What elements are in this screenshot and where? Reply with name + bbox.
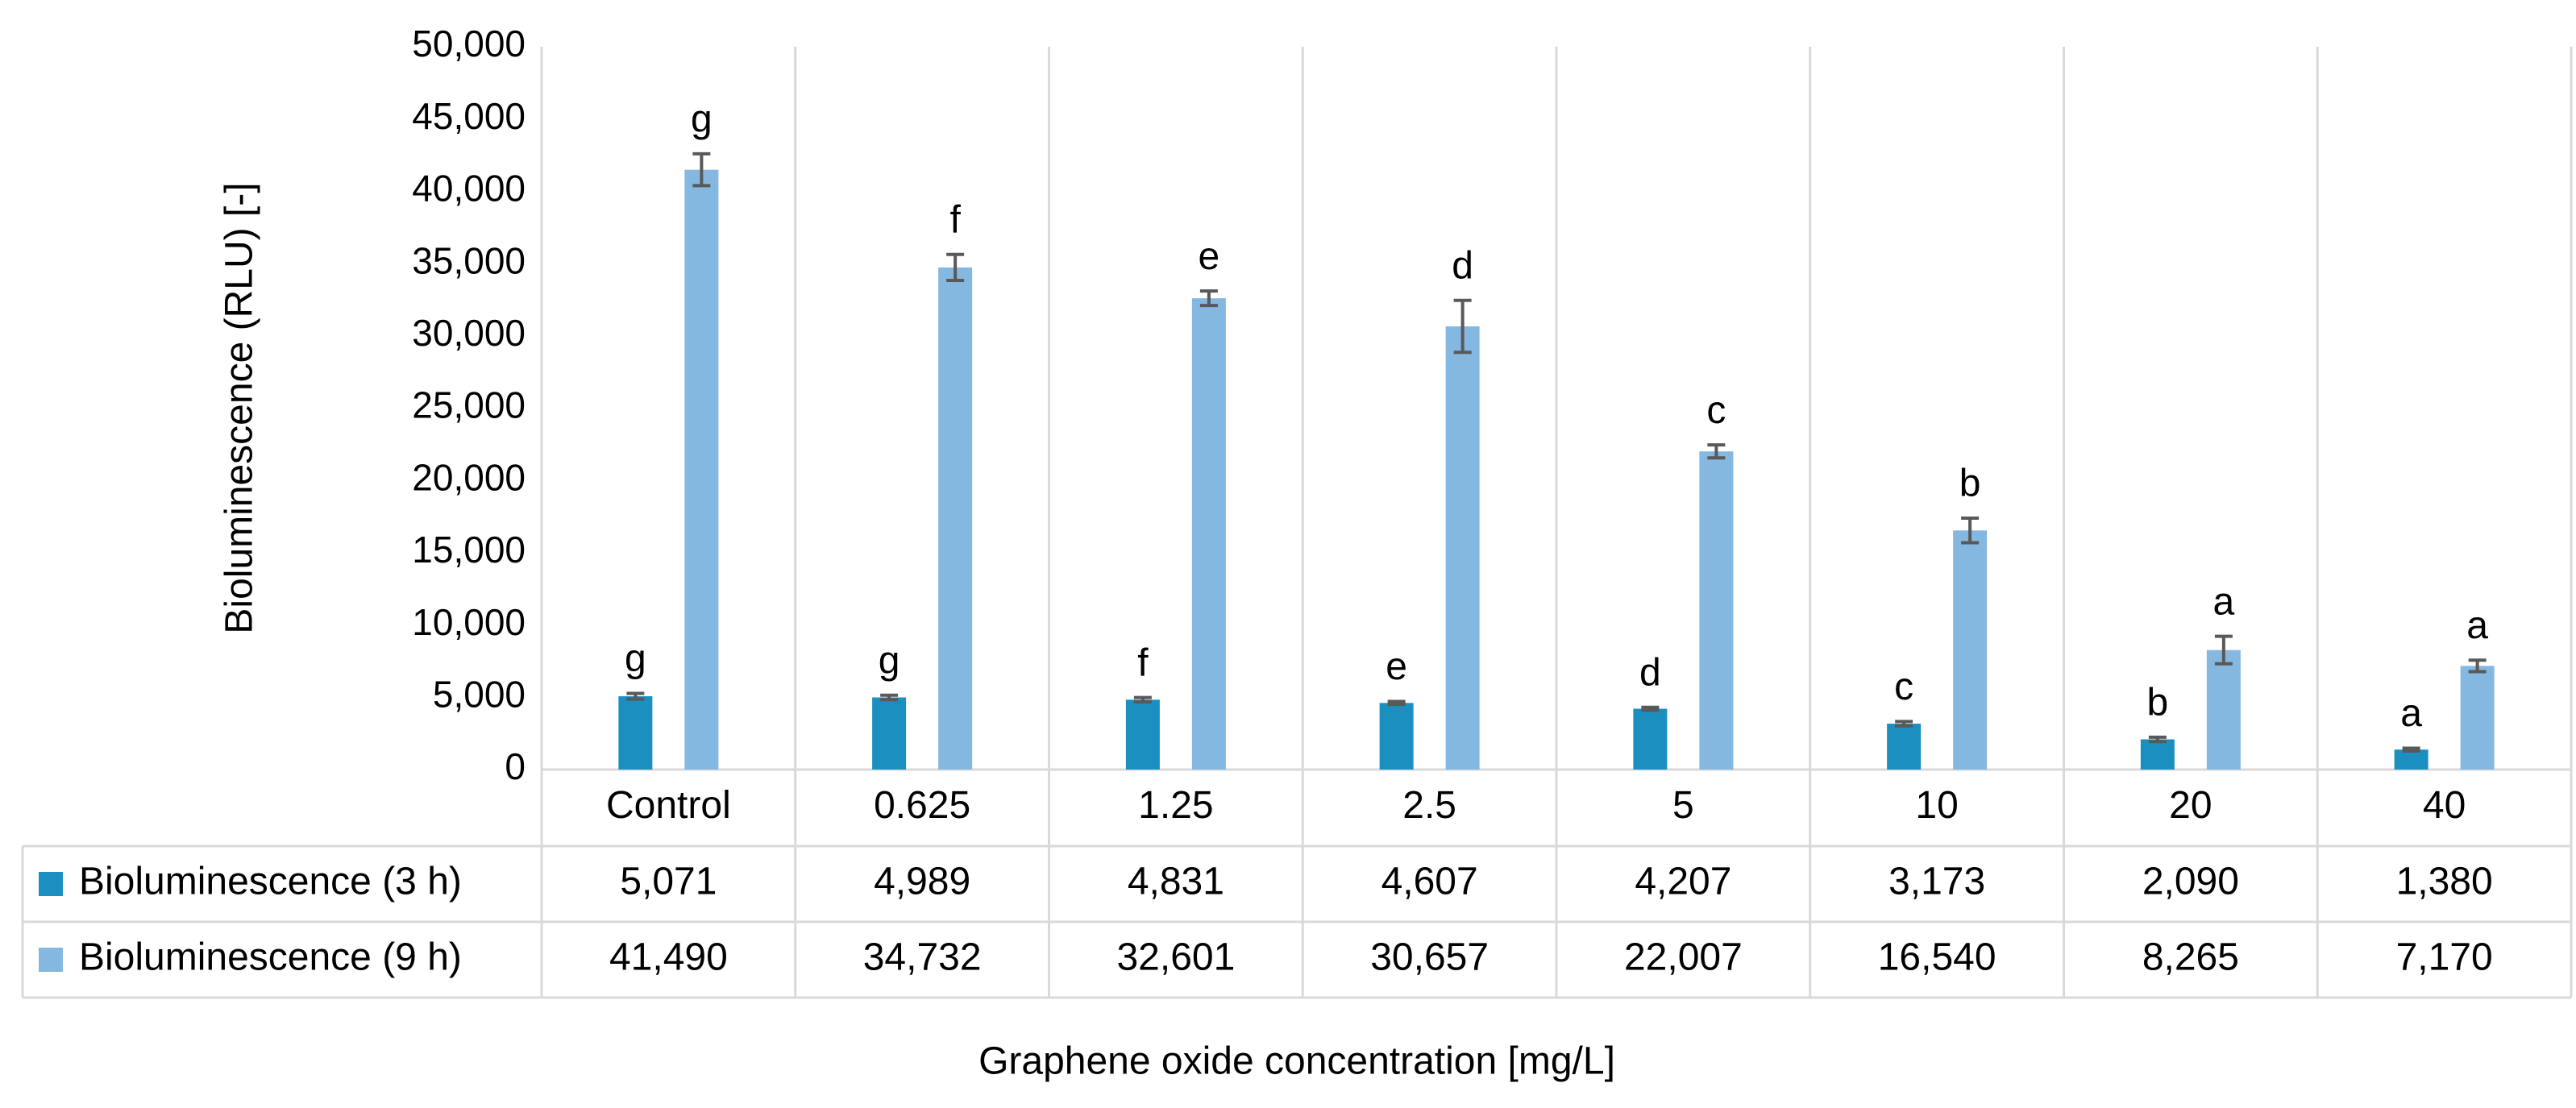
- bar: [2460, 666, 2495, 770]
- data-table-value: 32,601: [1116, 936, 1235, 979]
- bar: [1953, 530, 1988, 770]
- x-tick-label: Control: [606, 784, 731, 827]
- y-tick-label: 30,000: [412, 312, 526, 354]
- y-tick-label: 40,000: [412, 168, 526, 210]
- y-tick-label: 35,000: [412, 239, 526, 281]
- significance-label: e: [1199, 235, 1220, 278]
- data-table-value: 22,007: [1624, 936, 1743, 979]
- significance-label: g: [625, 637, 646, 680]
- data-table-value: 1,380: [2396, 861, 2493, 903]
- data-table-value: 7,170: [2396, 936, 2493, 979]
- y-tick-label: 5,000: [433, 673, 526, 715]
- y-tick-label: 15,000: [412, 529, 526, 571]
- data-table-value: 2,090: [2142, 861, 2239, 903]
- significance-label: g: [691, 98, 713, 141]
- bar: [2140, 739, 2175, 770]
- x-axis-title: Graphene oxide concentration [mg/L]: [978, 1040, 1615, 1083]
- bar: [1379, 703, 1414, 770]
- x-tick-label: 40: [2423, 784, 2466, 827]
- bar: [1445, 326, 1480, 770]
- y-axis-title: Bioluminescence (RLU) [-]: [218, 182, 261, 633]
- significance-label: c: [1706, 389, 1726, 432]
- significance-label: c: [1894, 666, 1913, 708]
- x-tick-label: 20: [2169, 784, 2212, 827]
- significance-label: a: [2466, 604, 2488, 647]
- data-table-value: 30,657: [1370, 936, 1489, 979]
- data-table-value: 3,173: [1888, 861, 1985, 903]
- bar: [1125, 699, 1160, 770]
- x-tick-label: 1.25: [1138, 784, 1213, 827]
- data-table-value: 16,540: [1878, 936, 1996, 979]
- data-table-value: 34,732: [863, 936, 982, 979]
- x-tick-label: 10: [1915, 784, 1958, 827]
- legend-key: [39, 948, 63, 972]
- bar: [1699, 451, 1734, 770]
- y-tick-label: 20,000: [412, 456, 526, 498]
- x-tick-label: 0.625: [874, 784, 970, 827]
- bar: [2394, 749, 2429, 770]
- data-table-value: 41,490: [609, 936, 728, 979]
- data-table-value: 8,265: [2142, 936, 2239, 979]
- bar: [1191, 298, 1226, 770]
- data-table-value: 5,071: [620, 861, 717, 903]
- significance-label: b: [2147, 681, 2169, 724]
- x-tick-label: 2.5: [1402, 784, 1456, 827]
- significance-label: a: [2213, 580, 2235, 623]
- data-table-value: 4,831: [1128, 861, 1224, 903]
- y-tick-label: 25,000: [412, 384, 526, 426]
- legend-label: Bioluminescence (9 h): [79, 936, 462, 979]
- significance-label: g: [879, 639, 900, 682]
- significance-label: f: [1137, 641, 1149, 684]
- bar: [1633, 708, 1668, 770]
- y-tick-label: 0: [505, 745, 526, 787]
- bar: [872, 697, 907, 770]
- legend-label: Bioluminescence (3 h): [79, 861, 462, 903]
- data-table-value: 4,607: [1381, 861, 1478, 903]
- legend-key: [39, 872, 63, 896]
- bar: [2206, 649, 2241, 770]
- y-tick-label: 10,000: [412, 601, 526, 643]
- significance-label: d: [1639, 651, 1661, 694]
- bar: [618, 696, 653, 770]
- y-tick-label: 45,000: [412, 95, 526, 137]
- bar: [1887, 724, 1922, 770]
- significance-label: d: [1452, 244, 1473, 287]
- y-tick-label: 50,000: [412, 23, 526, 64]
- significance-label: a: [2400, 692, 2422, 735]
- significance-label: b: [1959, 463, 1981, 505]
- significance-label: f: [949, 198, 961, 241]
- significance-label: e: [1386, 645, 1407, 688]
- x-tick-label: 5: [1672, 784, 1694, 827]
- data-table-value: 4,989: [874, 861, 970, 903]
- bar: [938, 267, 973, 770]
- data-table-value: 4,207: [1635, 861, 1731, 903]
- bar: [684, 169, 719, 770]
